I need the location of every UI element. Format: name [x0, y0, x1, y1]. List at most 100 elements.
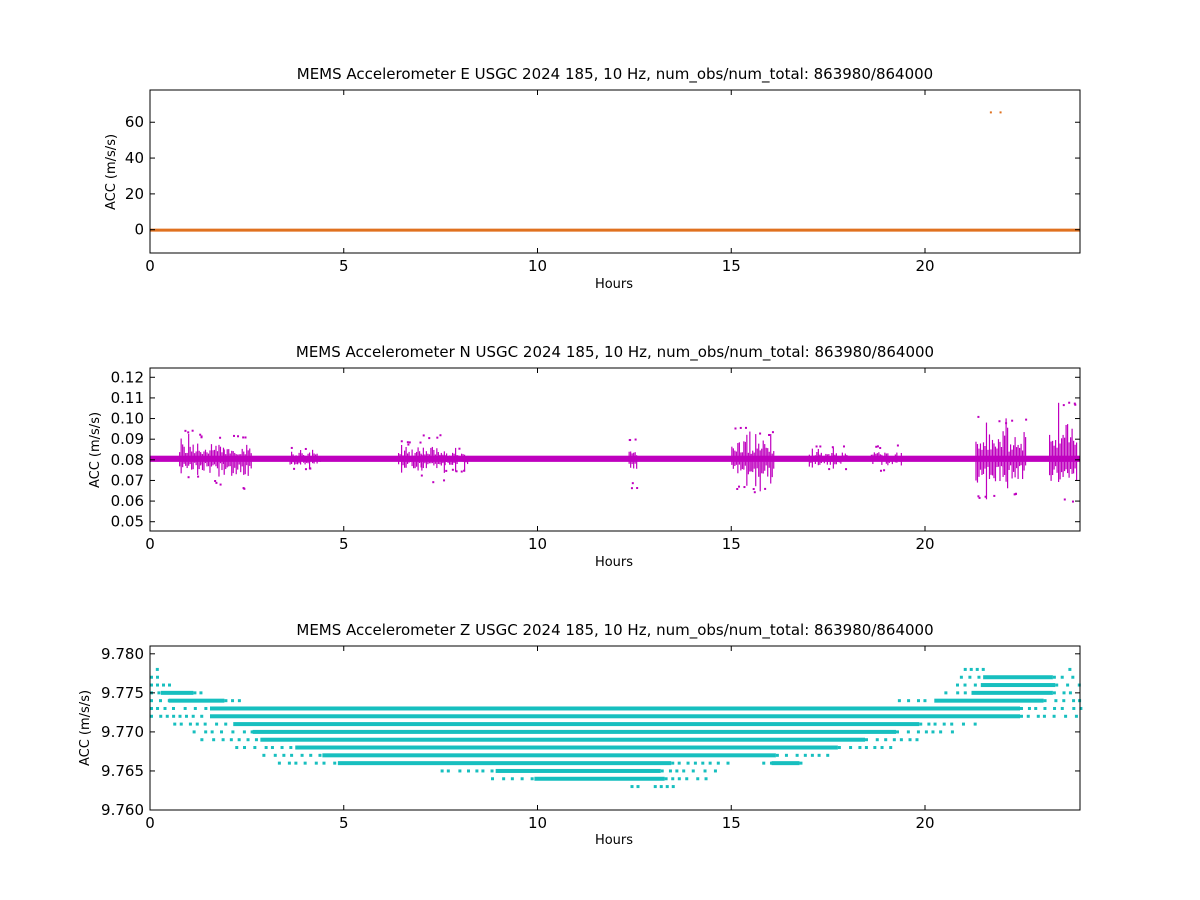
- panel-n-burst-column: [298, 452, 300, 464]
- panel-z-level-dash: [1052, 675, 1056, 679]
- panel-z-level-dash: [907, 699, 911, 703]
- panel-z-level-dash: [1053, 706, 1057, 710]
- panel-n-burst-column: [197, 443, 199, 475]
- panel-n-burst-point: [738, 485, 741, 488]
- panel-z-level-dash: [671, 761, 675, 765]
- panel-n-burst-point: [984, 495, 987, 498]
- panel-n-burst-column: [994, 446, 997, 482]
- panel-n-burst-point: [420, 474, 423, 477]
- panel-n-burst-column: [408, 451, 410, 463]
- panel-n-burst-point: [828, 468, 831, 471]
- panel-n-burst-point: [293, 467, 296, 470]
- panel-z-level-dash: [289, 746, 293, 750]
- panel-z-level-dash: [897, 699, 901, 703]
- panel-n-burst-point: [831, 446, 834, 449]
- panel-z-level-dash: [300, 753, 304, 757]
- panel-n-burst-column: [207, 453, 210, 467]
- panel-n-burst-column: [831, 452, 833, 462]
- panel-z-ticks: 0 5 10 15 20 9.760 9.765 9.770 9.775 9.780: [101, 645, 1080, 832]
- panel-z-level-core: [934, 698, 1044, 703]
- panel-n-burst-column: [201, 454, 204, 471]
- panel-z-level-dash: [309, 753, 313, 757]
- panel-n-burst-point: [845, 468, 848, 471]
- panel-z-level-dash: [1054, 699, 1058, 703]
- panel-n-burst-column: [636, 455, 638, 469]
- panel-z-level-segment: [173, 722, 977, 727]
- panel-n-burst-column: [399, 454, 401, 462]
- panel-n-burst-column: [303, 454, 305, 463]
- panel-n-burst-column: [1000, 447, 1003, 467]
- panel-n-burst-point: [764, 487, 767, 490]
- panel-z-level-segment: [963, 667, 985, 671]
- panel-z-level-dash: [220, 730, 224, 734]
- panel-z-level-dash: [246, 738, 250, 742]
- panel-n-burst: [398, 440, 423, 477]
- panel-n-burst-column: [735, 451, 737, 465]
- panel-n-burst-column: [198, 450, 200, 470]
- panel-z-level-core: [210, 706, 1020, 711]
- panel-n-burst-column: [417, 447, 419, 471]
- panel-n-burst-column: [467, 455, 469, 465]
- panel-z-level-dash: [1027, 706, 1031, 710]
- panel-z-level-dash: [1062, 691, 1066, 695]
- panel-z-level-dash: [849, 746, 853, 750]
- panel-z-level-dash: [199, 691, 203, 695]
- panel-z-level-dash: [215, 722, 219, 726]
- panel-z-xtick-label: 5: [339, 814, 349, 832]
- panel-z-level-dash: [162, 683, 165, 687]
- panel-z-level-dash: [865, 738, 868, 742]
- panel-z-level-dash: [318, 753, 322, 757]
- panel-n-burst-column: [301, 453, 303, 462]
- panel-n-burst-point: [1071, 500, 1074, 503]
- panel-z-level-core: [260, 737, 865, 742]
- panel-z-level-dash: [1072, 706, 1076, 710]
- panel-z-level-dash: [963, 683, 967, 687]
- panel-n-burst-column: [747, 452, 749, 475]
- panel-n-burst-column: [1059, 443, 1061, 480]
- panel-z-level-dash: [458, 769, 462, 773]
- panel-n-burst-point: [879, 446, 882, 449]
- panel-n-burst-column: [194, 453, 196, 463]
- panel-n-burst-column: [770, 433, 772, 484]
- panel-n-burst-column: [976, 444, 979, 483]
- panel-z-level-segment: [956, 683, 1081, 688]
- panel-n-burst-column: [978, 448, 980, 477]
- panel-n-burst-point: [1062, 404, 1065, 407]
- panel-n-burst-column: [633, 452, 635, 469]
- panel-z-level-dash: [873, 746, 877, 750]
- panel-n-burst-column: [456, 455, 458, 464]
- panel-n-burst-column: [222, 447, 225, 465]
- panel-n-burst-point: [460, 470, 463, 473]
- panel-z-level-dash: [884, 738, 888, 742]
- panel-z-level-dash: [975, 667, 979, 671]
- panel-n-burst: [421, 434, 446, 484]
- panel-n-burst-column: [244, 454, 246, 475]
- panel-z-level-dash: [693, 761, 697, 765]
- panel-n-burst-column: [765, 447, 767, 466]
- panel-n-burst-column: [823, 455, 825, 464]
- panel-n-burst: [223, 434, 252, 490]
- panel-z-level-dash: [502, 777, 506, 781]
- panel-n-burst-point: [629, 439, 632, 442]
- panel-e-ticks: 0 5 10 15 20 0 20 40 60: [125, 90, 1080, 275]
- panel-n-ytick-label: 0.07: [111, 471, 144, 489]
- panel-z-level-core: [160, 690, 194, 695]
- panel-n-burst-point: [993, 494, 996, 497]
- panel-z-level-dash: [784, 753, 788, 757]
- panel-n-burst-column: [814, 455, 816, 464]
- panel-n-burst-column: [231, 450, 233, 476]
- panel-n-burst-column: [1014, 437, 1016, 478]
- panel-z-level-dash: [1068, 667, 1072, 671]
- panel-n-burst-point: [428, 437, 431, 440]
- panel-z-level-dash: [892, 738, 896, 742]
- panel-z-level-dash: [919, 722, 923, 726]
- panel-z-xlabel: Hours: [595, 833, 633, 848]
- panel-z-level-dash: [1020, 714, 1023, 718]
- panel-z-level-core: [983, 675, 1053, 680]
- panel-z-level-dash: [314, 761, 318, 765]
- panel-z-level-dash: [491, 777, 494, 781]
- panel-z-level-dash: [253, 746, 257, 750]
- panel-z-level-segment: [944, 690, 1072, 695]
- panel-z-level-segment: [150, 698, 241, 703]
